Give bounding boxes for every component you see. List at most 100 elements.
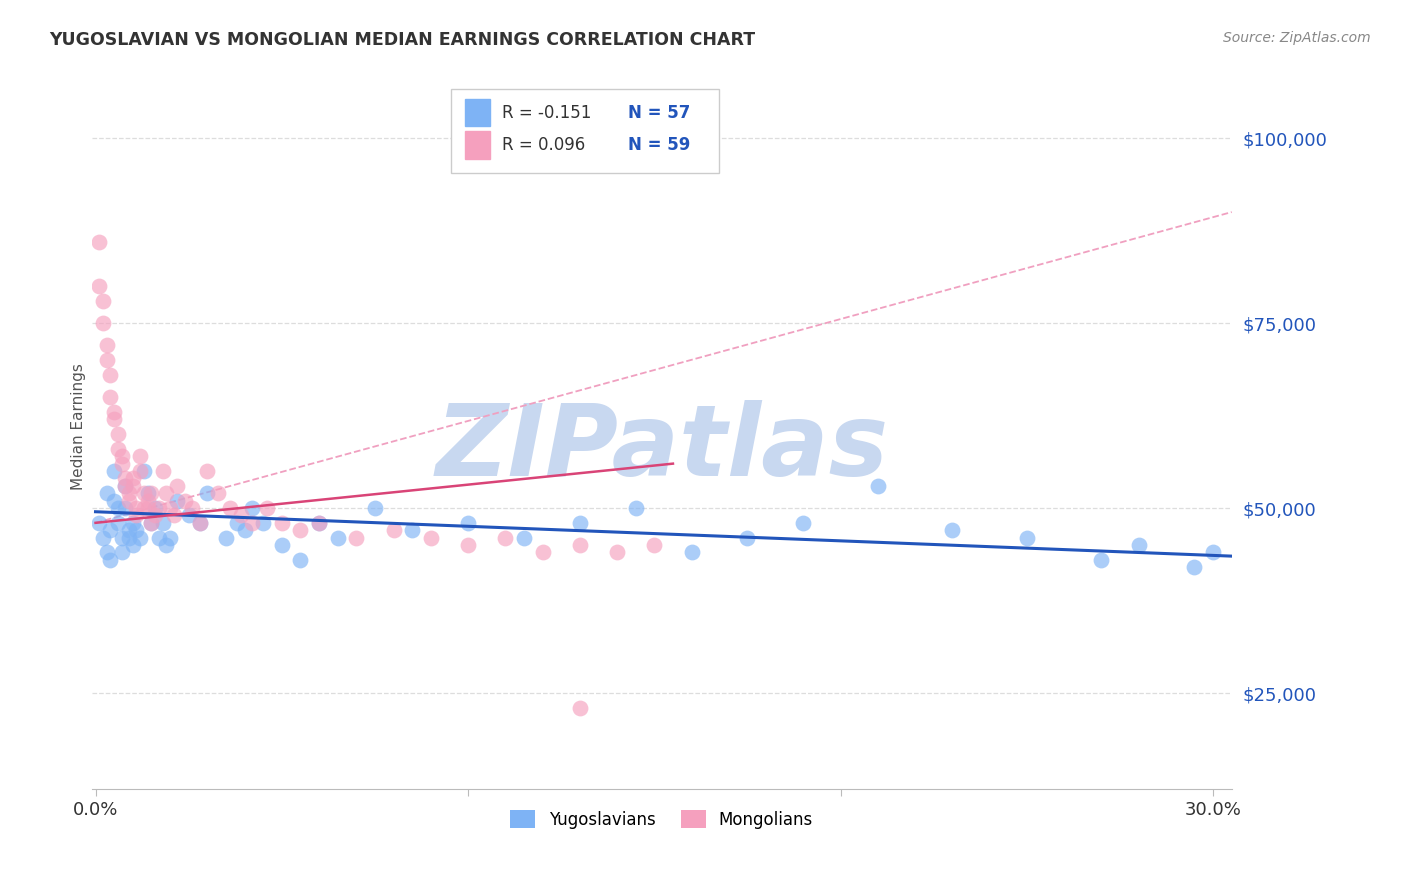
Point: [107, 516, 129, 530]
Text: R = 0.096: R = 0.096: [502, 136, 585, 154]
Point: [125, 501, 148, 516]
Point: [152, 516, 174, 530]
Point: [290, 553, 312, 567]
Point: [96, 486, 118, 500]
Point: [256, 501, 278, 516]
Point: [136, 486, 159, 500]
Point: [419, 531, 441, 545]
Point: [382, 523, 405, 537]
Point: [107, 501, 129, 516]
Text: YUGOSLAVIAN VS MONGOLIAN MEDIAN EARNINGS CORRELATION CHART: YUGOSLAVIAN VS MONGOLIAN MEDIAN EARNINGS…: [49, 31, 755, 49]
Point: [1128, 538, 1150, 552]
Point: [177, 508, 200, 523]
Point: [103, 493, 125, 508]
Point: [568, 701, 591, 715]
Point: [107, 427, 129, 442]
Point: [132, 501, 155, 516]
FancyBboxPatch shape: [451, 89, 718, 173]
Point: [118, 486, 141, 500]
Point: [792, 516, 814, 530]
Point: [1015, 531, 1038, 545]
Point: [107, 442, 129, 456]
Point: [344, 531, 367, 545]
Point: [100, 523, 122, 537]
Point: [148, 501, 170, 516]
Point: [326, 531, 349, 545]
Legend: Yugoslavians, Mongolians: Yugoslavians, Mongolians: [503, 804, 820, 835]
Point: [110, 449, 132, 463]
Point: [129, 449, 152, 463]
Point: [155, 538, 177, 552]
Point: [141, 516, 163, 530]
Point: [121, 538, 143, 552]
Point: [568, 538, 591, 552]
Point: [89, 235, 111, 249]
Point: [114, 479, 136, 493]
Point: [166, 479, 188, 493]
Point: [110, 457, 132, 471]
Point: [132, 486, 155, 500]
Point: [1202, 545, 1225, 559]
Point: [121, 479, 143, 493]
Point: [1090, 553, 1112, 567]
Point: [118, 523, 141, 537]
Point: [364, 501, 387, 516]
Point: [121, 471, 143, 485]
Point: [1184, 560, 1206, 574]
Point: [624, 501, 647, 516]
Point: [218, 501, 240, 516]
Point: [91, 531, 114, 545]
Point: [129, 464, 152, 478]
Point: [103, 412, 125, 426]
Point: [215, 531, 238, 545]
Point: [114, 479, 136, 493]
Point: [401, 523, 423, 537]
Point: [110, 545, 132, 559]
Point: [513, 531, 536, 545]
Point: [141, 516, 163, 530]
Point: [159, 531, 181, 545]
Text: Source: ZipAtlas.com: Source: ZipAtlas.com: [1223, 31, 1371, 45]
Point: [136, 501, 159, 516]
Point: [96, 338, 118, 352]
Point: [136, 493, 159, 508]
Point: [181, 501, 204, 516]
Point: [100, 553, 122, 567]
Point: [531, 545, 554, 559]
Point: [308, 516, 330, 530]
Point: [941, 523, 963, 537]
Point: [226, 516, 249, 530]
Point: [110, 531, 132, 545]
Point: [148, 531, 170, 545]
Point: [195, 486, 218, 500]
Point: [96, 353, 118, 368]
Point: [188, 516, 211, 530]
Point: [100, 390, 122, 404]
Point: [152, 464, 174, 478]
Point: [270, 538, 292, 552]
Point: [103, 405, 125, 419]
Point: [91, 293, 114, 308]
Point: [457, 538, 479, 552]
Point: [89, 279, 111, 293]
Text: N = 57: N = 57: [627, 103, 690, 121]
Point: [174, 493, 197, 508]
Point: [114, 471, 136, 485]
Point: [240, 516, 263, 530]
Point: [125, 508, 148, 523]
Point: [240, 501, 263, 516]
Point: [568, 516, 591, 530]
Point: [308, 516, 330, 530]
Point: [737, 531, 759, 545]
Bar: [464, 99, 489, 127]
Text: N = 59: N = 59: [627, 136, 690, 154]
Point: [681, 545, 703, 559]
Point: [195, 464, 218, 478]
Point: [103, 464, 125, 478]
Point: [188, 516, 211, 530]
Point: [118, 531, 141, 545]
Point: [118, 493, 141, 508]
Point: [121, 516, 143, 530]
Point: [606, 545, 628, 559]
Point: [132, 464, 155, 478]
